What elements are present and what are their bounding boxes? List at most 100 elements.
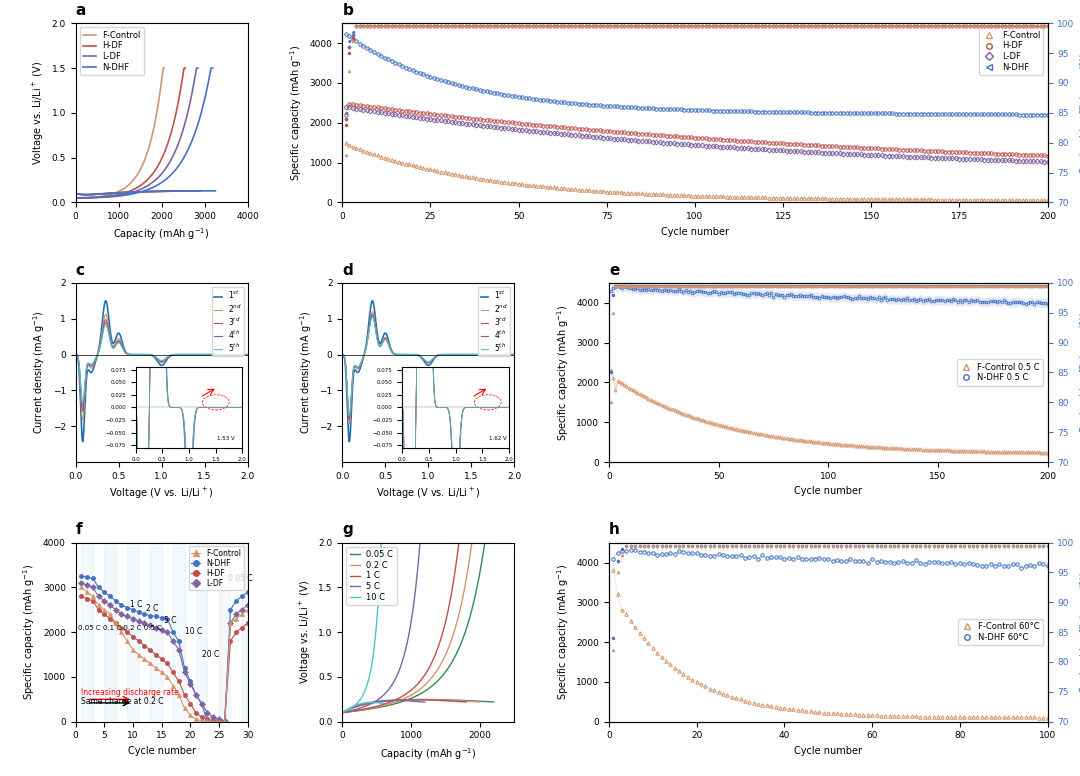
2$^{nd}$ xyxy=(473,350,486,359)
Legend: 1$^{st}$, 2$^{nd}$, 3$^{rd}$, 4$^{th}$, 5$^{th}$: 1$^{st}$, 2$^{nd}$, 3$^{rd}$, 4$^{th}$, … xyxy=(212,287,244,356)
3$^{rd}$ xyxy=(411,351,424,360)
1$^{st}$ xyxy=(406,350,419,359)
Text: 0.05 C: 0.05 C xyxy=(228,573,253,583)
Y-axis label: Specific capacity (mAh g$^{-1}$): Specific capacity (mAh g$^{-1}$) xyxy=(22,564,38,700)
Line: 2$^{nd}$: 2$^{nd}$ xyxy=(342,312,514,424)
3$^{rd}$ xyxy=(342,415,355,424)
Text: e: e xyxy=(609,262,619,278)
5 C xyxy=(384,696,397,705)
4$^{th}$ xyxy=(145,351,158,360)
Y-axis label: Specific capacity (mAh g$^{-1}$): Specific capacity (mAh g$^{-1}$) xyxy=(555,304,570,441)
1$^{st}$ xyxy=(77,437,90,446)
Line: 3$^{rd}$: 3$^{rd}$ xyxy=(342,314,514,420)
3$^{rd}$ xyxy=(188,350,201,359)
0.05 C xyxy=(336,708,349,717)
1 C xyxy=(460,698,473,707)
5$^{th}$ xyxy=(188,350,201,359)
Line: 10 C: 10 C xyxy=(342,702,383,712)
X-axis label: Cycle number: Cycle number xyxy=(661,227,729,237)
Text: 5 C: 5 C xyxy=(164,616,177,625)
Legend: 1$^{st}$, 2$^{nd}$, 3$^{rd}$, 4$^{th}$, 5$^{th}$: 1$^{st}$, 2$^{nd}$, 3$^{rd}$, 4$^{th}$, … xyxy=(478,287,511,356)
Legend: 0.05 C, 0.2 C, 1 C, 5 C, 10 C: 0.05 C, 0.2 C, 1 C, 5 C, 10 C xyxy=(347,547,396,605)
Y-axis label: Specific capacity (mAh g$^{-1}$): Specific capacity (mAh g$^{-1}$) xyxy=(555,564,570,700)
2$^{nd}$ xyxy=(470,350,483,359)
4$^{th}$ xyxy=(455,350,468,359)
Y-axis label: Voltage vs. Li/Li$^+$ (V): Voltage vs. Li/Li$^+$ (V) xyxy=(297,580,312,684)
4$^{th}$ xyxy=(86,359,99,368)
2$^{nd}$ xyxy=(366,307,379,317)
Text: g: g xyxy=(342,522,353,537)
3$^{rd}$ xyxy=(139,350,152,359)
Bar xyxy=(219,542,230,722)
5$^{th}$ xyxy=(508,350,521,359)
1 C xyxy=(410,695,423,705)
2$^{nd}$ xyxy=(69,350,82,359)
10 C xyxy=(374,698,387,708)
4$^{th}$ xyxy=(508,350,521,359)
0.05 C xyxy=(473,697,486,706)
2$^{nd}$ xyxy=(145,351,158,360)
Line: 1 C: 1 C xyxy=(342,700,467,712)
0.05 C xyxy=(336,708,349,717)
4$^{th}$ xyxy=(99,317,112,327)
Legend: F-Control, H-DF, L-DF, N-DHF: F-Control, H-DF, L-DF, N-DHF xyxy=(80,27,144,75)
X-axis label: Cycle number: Cycle number xyxy=(794,746,862,756)
Bar xyxy=(173,542,185,722)
Bar xyxy=(81,542,93,722)
0.05 C xyxy=(464,696,477,705)
5$^{th}$ xyxy=(342,411,355,421)
0.05 C xyxy=(487,698,500,707)
0.2 C xyxy=(473,698,486,707)
2$^{nd}$ xyxy=(204,350,217,359)
5 C xyxy=(387,696,400,705)
4$^{th}$ xyxy=(406,350,419,359)
1$^{st}$ xyxy=(206,350,219,359)
1 C xyxy=(409,695,422,705)
2$^{nd}$ xyxy=(411,351,424,360)
Y-axis label: Specific capacity (mAh g$^{-1}$): Specific capacity (mAh g$^{-1}$) xyxy=(288,45,303,181)
3$^{rd}$ xyxy=(406,350,419,359)
4$^{th}$ xyxy=(241,350,254,359)
5$^{th}$ xyxy=(411,351,424,360)
3$^{rd}$ xyxy=(241,350,254,359)
2$^{nd}$ xyxy=(406,350,419,359)
4$^{th}$ xyxy=(411,351,424,360)
1$^{st}$ xyxy=(470,350,483,359)
4$^{th}$ xyxy=(473,350,486,359)
3$^{rd}$ xyxy=(86,359,99,369)
0.05 C xyxy=(427,695,440,704)
2$^{nd}$ xyxy=(342,420,355,429)
Line: 4$^{th}$: 4$^{th}$ xyxy=(342,316,514,417)
1$^{st}$ xyxy=(366,296,379,306)
X-axis label: Voltage (V vs. Li/Li$^+$): Voltage (V vs. Li/Li$^+$) xyxy=(376,487,481,501)
5$^{th}$ xyxy=(406,350,419,359)
5 C xyxy=(336,708,349,717)
Legend: F-Control 60°C, N-DHF 60°C: F-Control 60°C, N-DHF 60°C xyxy=(958,619,1043,646)
10 C xyxy=(361,698,374,708)
1$^{st}$ xyxy=(69,350,82,359)
Text: a: a xyxy=(76,3,86,18)
5$^{th}$ xyxy=(353,360,366,369)
Text: 1 C: 1 C xyxy=(130,600,143,609)
2$^{nd}$ xyxy=(336,350,349,359)
2$^{nd}$ xyxy=(353,362,366,371)
3$^{rd}$ xyxy=(99,315,112,324)
Text: b: b xyxy=(342,3,353,18)
Legend: F-Control, N-DHF, H-DF, L-DF: F-Control, N-DHF, H-DF, L-DF xyxy=(189,546,244,591)
Text: Same charge at 0.2 C: Same charge at 0.2 C xyxy=(81,697,164,706)
0.2 C xyxy=(418,695,431,705)
Y-axis label: Current density (mA g$^{-1}$): Current density (mA g$^{-1}$) xyxy=(31,310,48,435)
Text: 10 C: 10 C xyxy=(185,627,202,636)
Text: d: d xyxy=(342,262,353,278)
4$^{th}$ xyxy=(139,350,152,359)
3$^{rd}$ xyxy=(353,361,366,370)
1$^{st}$ xyxy=(336,350,349,359)
5$^{th}$ xyxy=(206,350,219,359)
5 C xyxy=(406,696,419,705)
Text: h: h xyxy=(609,522,620,537)
X-axis label: Voltage (V vs. Li/Li$^+$): Voltage (V vs. Li/Li$^+$) xyxy=(109,487,214,501)
5$^{th}$ xyxy=(336,350,349,359)
Bar xyxy=(105,542,116,722)
5$^{th}$ xyxy=(241,350,254,359)
X-axis label: Capacity (mAh g$^{-1}$): Capacity (mAh g$^{-1}$) xyxy=(113,227,210,242)
